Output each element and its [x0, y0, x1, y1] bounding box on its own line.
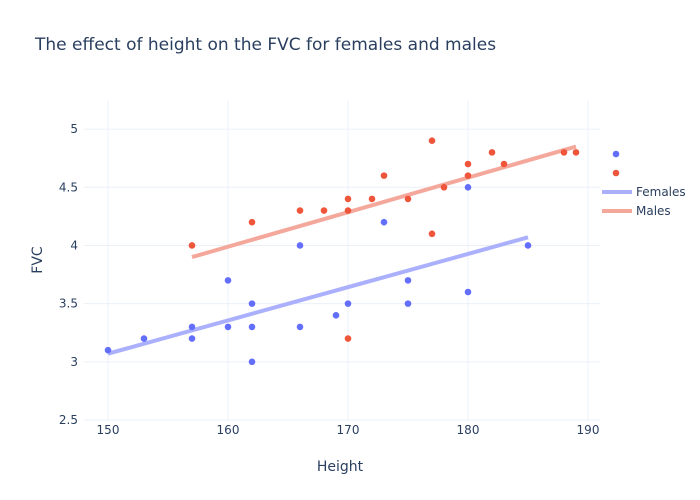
data-point-females — [224, 277, 232, 284]
data-point-females — [380, 218, 388, 226]
x-tick-label: 190 — [577, 423, 600, 437]
y-tick-label: 3 — [70, 355, 78, 369]
data-point-males — [428, 137, 436, 145]
data-point-females — [224, 323, 232, 331]
y-axis-label: FVC — [30, 246, 46, 274]
x-tick-label: 170 — [337, 423, 360, 437]
data-point-males — [296, 207, 304, 214]
legend-marker-females — [612, 150, 620, 158]
tick-labels: 150 160 170 180 190 2.5 3 3.5 4 4.5 5 — [59, 122, 600, 437]
y-tick-label: 2.5 — [59, 413, 78, 427]
data-point-females — [140, 335, 148, 342]
data-point-females — [464, 183, 472, 191]
data-point-females — [248, 300, 256, 307]
data-point-males — [500, 160, 508, 168]
chart-title: The effect of height on the FVC for fema… — [34, 35, 496, 55]
data-point-males — [320, 207, 328, 214]
data-point-females — [188, 335, 196, 342]
data-point-males — [344, 195, 352, 203]
data-point-males — [344, 207, 352, 214]
data-point-males — [344, 335, 352, 342]
y-tick-label: 5 — [70, 122, 78, 136]
data-point-males — [572, 149, 580, 156]
data-point-males — [560, 149, 568, 156]
data-point-males — [188, 242, 196, 249]
data-point-females — [104, 346, 112, 354]
legend-label-females[interactable]: Females — [636, 185, 686, 199]
x-tick-label: 150 — [97, 423, 120, 437]
data-point-females — [344, 300, 352, 307]
legend-marker-males — [612, 169, 620, 177]
data-point-females — [524, 242, 532, 249]
data-point-females — [464, 288, 472, 296]
y-tick-label: 4.5 — [59, 180, 78, 194]
x-tick-label: 180 — [457, 423, 480, 437]
x-axis-label: Height — [317, 459, 364, 475]
data-point-females — [296, 242, 304, 249]
data-point-males — [404, 195, 412, 203]
data-point-males — [488, 149, 496, 156]
legend-label-males[interactable]: Males — [636, 204, 671, 218]
trendlines — [107, 144, 577, 356]
data-point-males — [368, 195, 376, 203]
y-tick-label: 4 — [70, 238, 78, 252]
data-point-females — [188, 323, 196, 331]
data-point-females — [404, 300, 412, 307]
trendline-females — [107, 235, 529, 356]
data-point-males — [380, 172, 388, 179]
grid-lines — [84, 100, 600, 421]
legend[interactable]: Females Males — [602, 150, 686, 218]
data-point-females — [404, 277, 412, 284]
data-point-males — [440, 183, 448, 191]
data-point-females — [332, 311, 340, 319]
data-points — [104, 137, 580, 366]
data-point-males — [248, 218, 256, 226]
data-point-females — [296, 323, 304, 331]
data-point-males — [464, 160, 472, 168]
x-tick-label: 160 — [217, 423, 240, 437]
data-point-females — [248, 323, 256, 331]
data-point-females — [248, 358, 256, 366]
data-point-males — [428, 230, 436, 238]
y-tick-label: 3.5 — [59, 297, 78, 311]
trendline-males — [191, 144, 577, 260]
data-point-males — [464, 172, 472, 179]
